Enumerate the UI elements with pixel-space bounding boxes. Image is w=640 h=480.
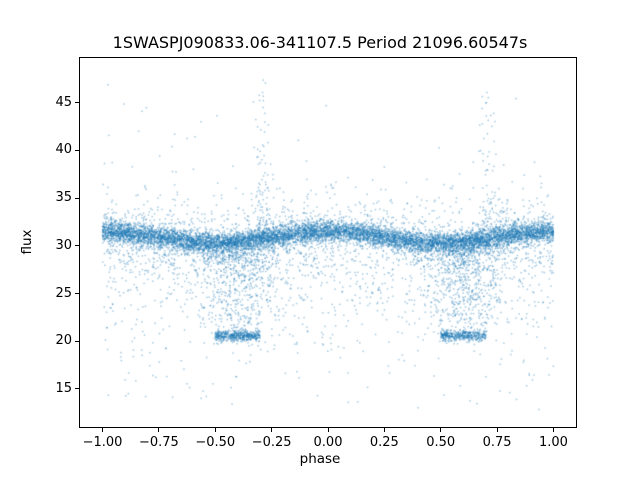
y-tick-label: 25 (55, 285, 72, 301)
y-axis-label: flux (19, 229, 35, 255)
x-tick-mark (440, 428, 442, 432)
y-tick-label: 15 (55, 380, 72, 396)
plot-area (79, 57, 577, 428)
x-tick-label: 0.75 (482, 435, 512, 450)
y-tick-label: 30 (55, 237, 72, 253)
x-tick-label: 0.25 (369, 435, 399, 450)
y-tick-mark (75, 340, 79, 342)
y-tick-mark (75, 102, 79, 104)
x-tick-mark (496, 428, 498, 432)
x-tick-label: −0.50 (195, 435, 236, 450)
x-tick-mark (383, 428, 385, 432)
x-axis-label: phase (299, 451, 341, 467)
x-tick-mark (158, 428, 160, 432)
x-tick-label: −0.75 (138, 435, 179, 450)
x-tick-label: −1.00 (82, 435, 123, 450)
y-tick-mark (75, 293, 79, 294)
y-tick-label: 40 (55, 142, 72, 158)
x-tick-mark (552, 428, 554, 432)
x-tick-mark (102, 428, 104, 432)
chart-title: 1SWASPJ090833.06-341107.5 Period 21096.6… (112, 33, 528, 52)
x-tick-mark (327, 428, 329, 432)
x-tick-label: −0.25 (251, 435, 292, 450)
x-tick-label: 0.00 (313, 435, 343, 450)
y-tick-label: 20 (55, 333, 72, 349)
x-tick-label: 0.50 (426, 435, 456, 450)
y-tick-label: 35 (55, 190, 72, 206)
y-tick-mark (75, 388, 79, 390)
x-tick-mark (214, 428, 216, 432)
y-tick-mark (75, 245, 79, 247)
scatter-canvas (80, 58, 576, 427)
y-tick-mark (75, 197, 79, 199)
y-tick-label: 45 (55, 94, 72, 110)
x-tick-mark (271, 428, 273, 432)
y-tick-mark (75, 149, 79, 151)
x-tick-label: 1.00 (538, 435, 568, 450)
